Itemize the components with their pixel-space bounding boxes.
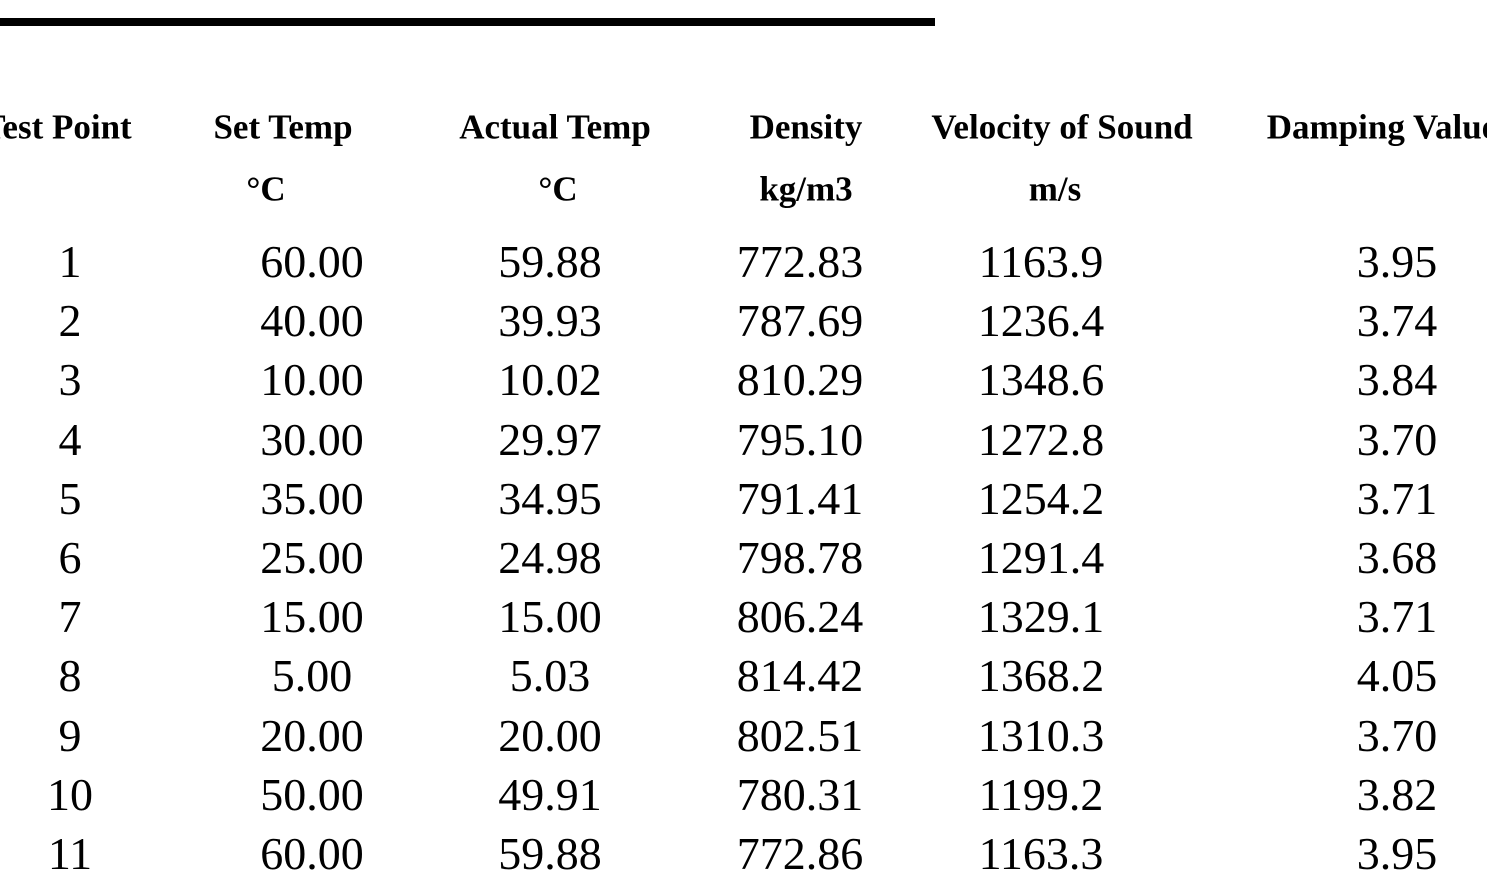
table-cell: 3.70	[1356, 709, 1438, 761]
table-cell: 780.31	[736, 768, 864, 820]
table-cell: 1236.4	[977, 295, 1105, 347]
table-cell: 1254.2	[977, 472, 1105, 524]
column-title: Damping Value	[1266, 107, 1487, 147]
column-unit: °C	[246, 169, 286, 209]
table-cell: 30.00	[260, 413, 364, 465]
table-cell: 3.68	[1356, 532, 1438, 583]
table-cell: 802.51	[736, 709, 864, 761]
table-cell: 795.10	[736, 413, 864, 465]
column-title: Set Temp	[213, 107, 353, 147]
table-cell: 60.00	[260, 236, 364, 287]
column-unit: kg/m3	[759, 169, 853, 209]
table-cell: 50.00	[260, 768, 364, 820]
table-cell: 1291.4	[977, 532, 1105, 583]
column-unit: m/s	[1028, 169, 1082, 209]
table-cell: 4.05	[1356, 650, 1438, 702]
table-cell: 1310.3	[977, 709, 1105, 761]
table-cell: 35.00	[260, 472, 364, 524]
table-cell: 34.95	[498, 472, 602, 524]
table-cell: 3.95	[1356, 828, 1438, 879]
table-cell: 1348.6	[977, 354, 1105, 406]
table-cell: 3.74	[1356, 295, 1438, 347]
table-cell: 10.00	[260, 354, 364, 406]
table-cell: 15.00	[498, 591, 602, 643]
table-cell: 791.41	[736, 472, 864, 524]
table-cell: 9	[58, 709, 82, 761]
column-title: Actual Temp	[459, 107, 651, 147]
table-cell: 59.88	[498, 236, 602, 287]
table-cell: 3.95	[1356, 236, 1438, 287]
table-cell: 1	[58, 236, 82, 287]
table-cell: 10.02	[498, 354, 602, 406]
table-cell: 772.86	[736, 828, 864, 879]
table-cell: 810.29	[736, 354, 864, 406]
table-cell: 3.71	[1356, 472, 1438, 524]
table-cell: 5.00	[271, 650, 353, 702]
table-cell: 25.00	[260, 532, 364, 583]
table-cell: 3.71	[1356, 591, 1438, 643]
table-cell: 40.00	[260, 295, 364, 347]
table-cell: 8	[58, 650, 82, 702]
table-cell: 24.98	[498, 532, 602, 583]
column-title: Density	[749, 107, 863, 147]
table-cell: 2	[58, 295, 82, 347]
table-cell: 15.00	[260, 591, 364, 643]
table-cell: 1199.2	[978, 768, 1104, 820]
table-cell: 772.83	[736, 236, 864, 287]
table-cell: 11	[47, 828, 93, 879]
table-cell: 6	[58, 532, 82, 583]
top-rule	[0, 18, 935, 26]
table-cell: 10	[47, 768, 93, 820]
table-cell: 806.24	[736, 591, 864, 643]
table-cell: 798.78	[736, 532, 864, 583]
column-title: Test Point	[0, 107, 132, 147]
column-unit: °C	[538, 169, 578, 209]
table-cell: 59.88	[498, 828, 602, 879]
table-cell: 1272.8	[977, 413, 1105, 465]
table-cell: 1163.3	[978, 828, 1104, 879]
table-cell: 49.91	[498, 768, 602, 820]
table-cell: 39.93	[498, 295, 602, 347]
table-cell: 20.00	[260, 709, 364, 761]
table-cell: 1329.1	[977, 591, 1105, 643]
table-cell: 5.03	[509, 650, 591, 702]
table-cell: 814.42	[736, 650, 864, 702]
column-title: Velocity of Sound	[931, 107, 1193, 147]
table-cell: 1368.2	[977, 650, 1105, 702]
table-cell: 3	[58, 354, 82, 406]
table-cell: 787.69	[736, 295, 864, 347]
table-cell: 3.70	[1356, 413, 1438, 465]
table-cell: 4	[58, 413, 82, 465]
table-cell: 7	[58, 591, 82, 643]
table-cell: 3.84	[1356, 354, 1438, 406]
table-cell: 1163.9	[978, 236, 1104, 287]
table-cell: 3.82	[1356, 768, 1438, 820]
table-cell: 20.00	[498, 709, 602, 761]
table-cell: 60.00	[260, 828, 364, 879]
table-cell: 5	[58, 472, 82, 524]
table-cell: 29.97	[498, 413, 602, 465]
